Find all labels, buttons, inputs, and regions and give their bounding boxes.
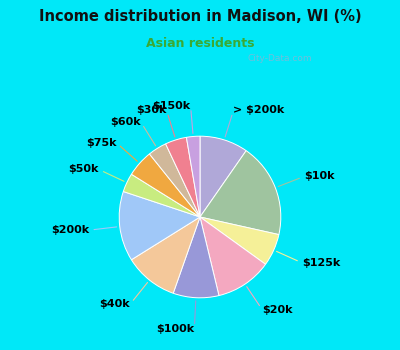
Text: $50k: $50k bbox=[68, 164, 99, 174]
Text: City-Data.com: City-Data.com bbox=[248, 54, 312, 63]
Wedge shape bbox=[186, 136, 200, 217]
Wedge shape bbox=[132, 154, 200, 217]
Wedge shape bbox=[173, 217, 219, 298]
Wedge shape bbox=[132, 217, 200, 293]
Text: $40k: $40k bbox=[100, 299, 130, 309]
Text: $100k: $100k bbox=[156, 324, 194, 334]
Text: > $200k: > $200k bbox=[234, 105, 285, 115]
Text: $10k: $10k bbox=[304, 172, 335, 181]
Text: $75k: $75k bbox=[86, 138, 116, 148]
Wedge shape bbox=[200, 217, 279, 264]
Text: $125k: $125k bbox=[302, 258, 340, 268]
Text: $200k: $200k bbox=[51, 225, 89, 235]
Text: Income distribution in Madison, WI (%): Income distribution in Madison, WI (%) bbox=[39, 9, 361, 24]
Wedge shape bbox=[119, 191, 200, 260]
Wedge shape bbox=[123, 174, 200, 217]
Text: $20k: $20k bbox=[262, 305, 293, 315]
Text: $60k: $60k bbox=[110, 117, 141, 127]
Text: Asian residents: Asian residents bbox=[146, 37, 254, 50]
Text: $30k: $30k bbox=[136, 105, 166, 115]
Wedge shape bbox=[200, 151, 281, 234]
Wedge shape bbox=[200, 217, 266, 295]
Wedge shape bbox=[166, 137, 200, 217]
Wedge shape bbox=[150, 144, 200, 217]
Wedge shape bbox=[200, 136, 246, 217]
Text: $150k: $150k bbox=[152, 100, 190, 111]
